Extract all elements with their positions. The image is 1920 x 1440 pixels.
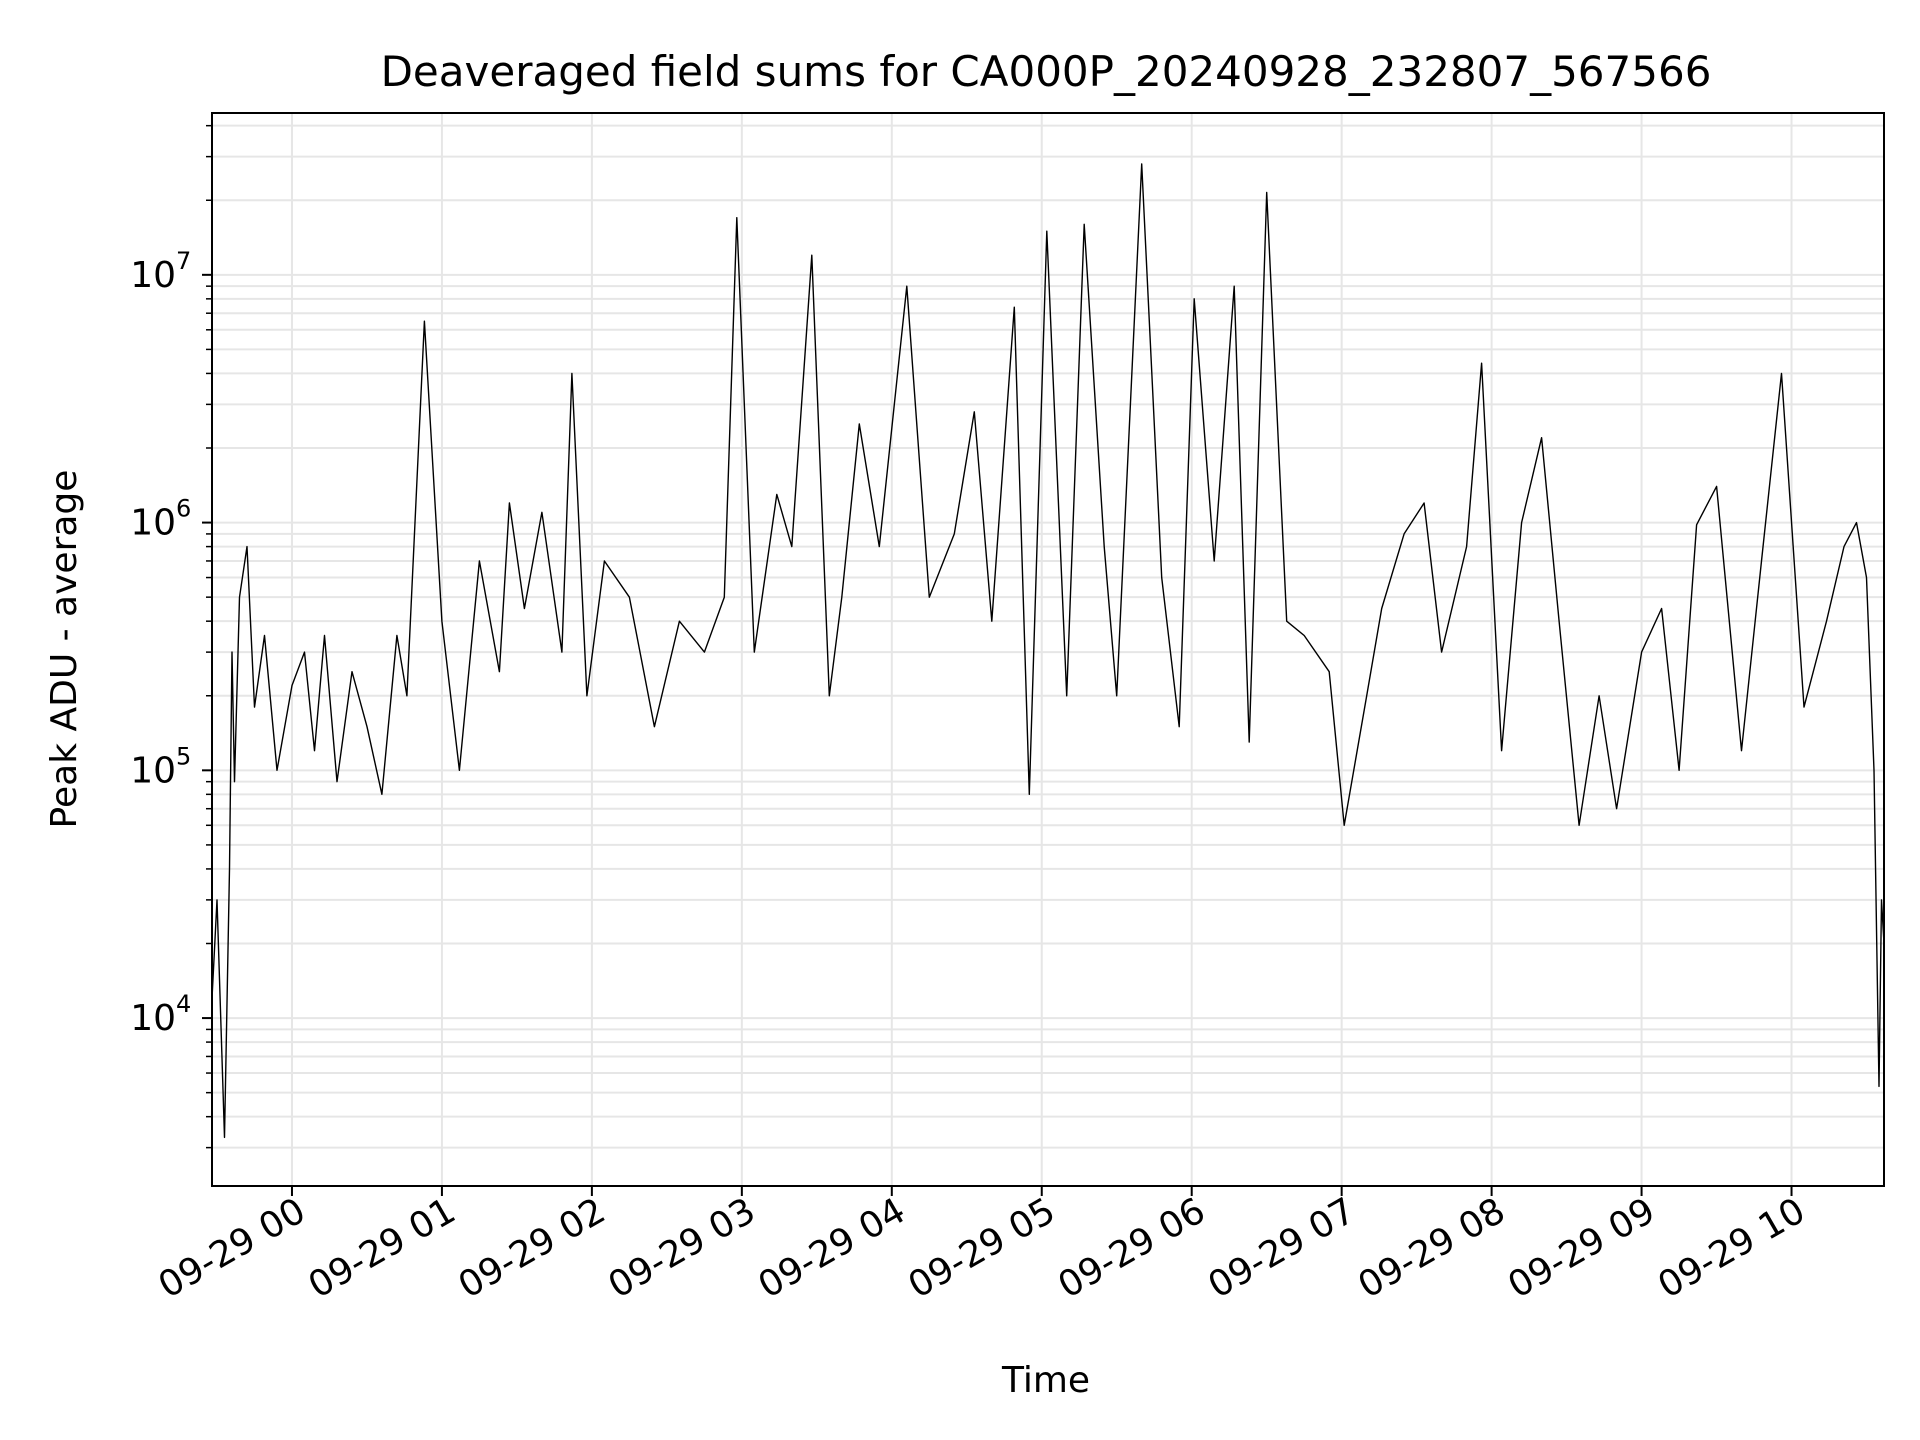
- y-tick-exponent: 4: [176, 990, 191, 1018]
- plot-frame: [211, 112, 1885, 1187]
- y-tick-label: 10: [130, 503, 176, 544]
- y-tick-label: 10: [130, 255, 176, 296]
- y-tick-exponent: 6: [176, 495, 191, 523]
- y-tick-exponent: 7: [176, 247, 191, 275]
- y-axis-label: Peak ADU - average: [44, 470, 85, 829]
- chart-title: Deaveraged field sums for CA000P_2024092…: [381, 47, 1712, 96]
- y-tick-base: 10: [130, 255, 176, 296]
- series-line: [211, 163, 1885, 1139]
- y-tick-label: 10: [130, 750, 176, 791]
- y-tick-base: 10: [130, 503, 176, 544]
- y-tick-label: 10: [130, 998, 176, 1039]
- y-tick-base: 10: [130, 998, 176, 1039]
- series-lines: [211, 163, 1885, 1139]
- y-tick-base: 10: [130, 750, 176, 791]
- y-tick-exponent: 5: [176, 742, 191, 770]
- grid-lines: [212, 113, 1884, 1186]
- x-axis-label: Time: [1001, 1360, 1090, 1401]
